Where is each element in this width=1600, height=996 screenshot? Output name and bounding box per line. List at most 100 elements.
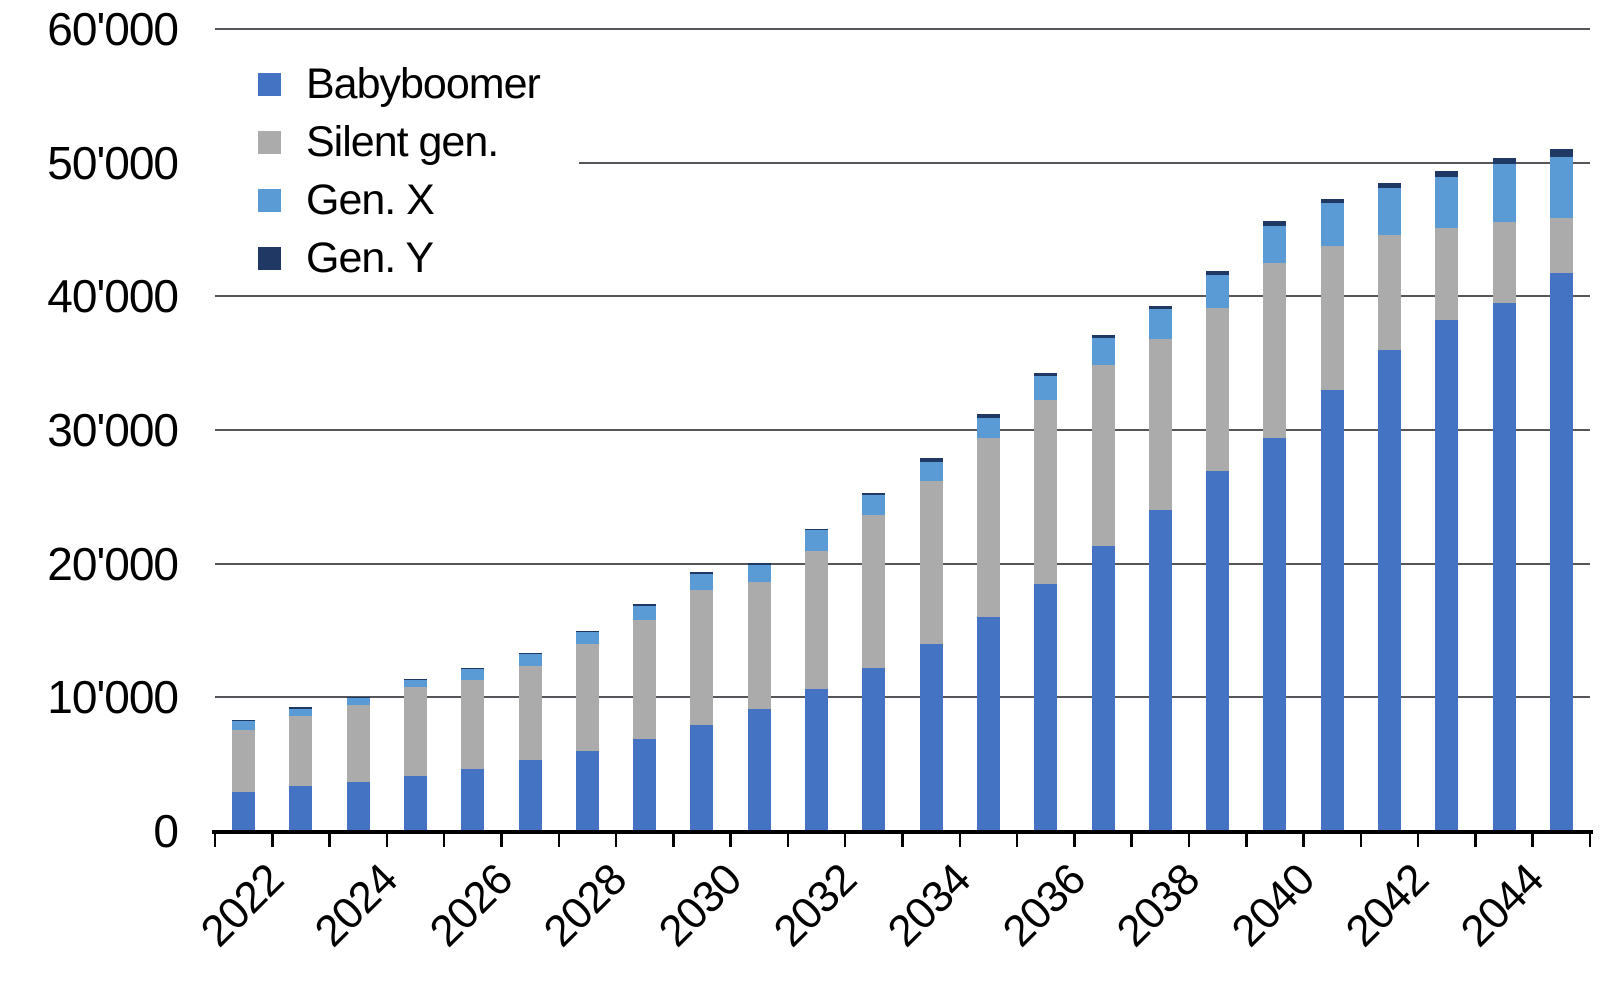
bar-segment-silent-gen bbox=[919, 480, 943, 644]
x-axis-label: 2024 bbox=[305, 855, 407, 957]
x-axis-tick bbox=[958, 833, 962, 847]
x-axis-label: 2032 bbox=[764, 855, 866, 957]
bar-segment-gen-x bbox=[919, 461, 943, 481]
x-axis-tick bbox=[1416, 833, 1420, 847]
bar-segment-babyboomer bbox=[976, 617, 1000, 831]
bar-segment-gen-x bbox=[1320, 203, 1344, 246]
y-axis-label: 30'000 bbox=[47, 404, 179, 456]
legend-item: Silent gen. bbox=[205, 113, 579, 171]
bar-segment-silent-gen bbox=[289, 715, 313, 787]
bar-segment-gen-x bbox=[1435, 177, 1459, 228]
bar-segment-babyboomer bbox=[289, 786, 313, 831]
y-axis-label: 0 bbox=[153, 805, 179, 857]
x-axis-label: 2028 bbox=[534, 855, 637, 957]
bar-segment-silent-gen bbox=[976, 438, 1000, 618]
bar-segment-gen-y bbox=[633, 604, 657, 606]
bar-segment-silent-gen bbox=[404, 687, 428, 776]
bar-segment-babyboomer bbox=[461, 768, 485, 831]
legend-label: Gen. X bbox=[306, 175, 435, 224]
bar-segment-gen-x bbox=[461, 668, 485, 680]
x-axis-label: 2038 bbox=[1107, 855, 1209, 957]
x-axis-tick bbox=[271, 833, 274, 847]
bar-segment-gen-x bbox=[1377, 188, 1401, 235]
gridline-60000 bbox=[215, 28, 1590, 30]
bar-segment-gen-y bbox=[919, 458, 943, 462]
bar-segment-babyboomer bbox=[862, 667, 886, 831]
bar-segment-silent-gen bbox=[862, 515, 886, 668]
x-axis-label: 2034 bbox=[878, 855, 980, 957]
bar-segment-gen-y bbox=[1206, 271, 1230, 275]
bar-segment-silent-gen bbox=[346, 704, 370, 782]
bar-segment-gen-x bbox=[1492, 164, 1516, 222]
x-axis-tick bbox=[1015, 833, 1019, 847]
bar-segment-silent-gen bbox=[690, 589, 714, 726]
bar-segment-gen-y bbox=[1492, 157, 1516, 164]
legend-label: Silent gen. bbox=[306, 117, 499, 166]
x-axis-tick bbox=[786, 833, 790, 847]
bar-segment-gen-y bbox=[976, 414, 1000, 419]
bar-segment-babyboomer bbox=[1435, 320, 1459, 831]
stacked-bar-chart: 60'000 50'000 40'000 30'000 20'000 10'000 0 202… bbox=[47, 3, 1593, 957]
bar-segment-gen-y bbox=[1377, 183, 1401, 189]
bar-segment-babyboomer bbox=[232, 791, 256, 831]
bar-segment-gen-y bbox=[289, 707, 313, 709]
bar-segment-babyboomer bbox=[1320, 389, 1344, 831]
bar-segment-babyboomer bbox=[1492, 303, 1516, 831]
x-axis-tick bbox=[1531, 833, 1534, 847]
x-axis-tick bbox=[500, 833, 503, 847]
bar-segment-gen-y bbox=[1320, 199, 1344, 204]
bar-segment-babyboomer bbox=[633, 738, 657, 831]
bar-segment-babyboomer bbox=[518, 760, 542, 831]
bar-segment-silent-gen bbox=[1034, 399, 1058, 584]
bar-segment-babyboomer bbox=[346, 781, 370, 831]
x-axis-tick bbox=[1588, 833, 1592, 847]
gridline-10000 bbox=[215, 696, 1590, 699]
x-axis-tick bbox=[1130, 833, 1133, 847]
bar-segment-babyboomer bbox=[1091, 546, 1115, 831]
bar-segment-gen-y bbox=[1148, 305, 1172, 310]
bar-segment-babyboomer bbox=[690, 725, 714, 831]
bar-segment-babyboomer bbox=[919, 643, 943, 831]
x-axis-tick bbox=[843, 833, 847, 847]
gridline-30000 bbox=[215, 429, 1590, 431]
bar-segment-gen-y bbox=[518, 653, 542, 655]
bar-segment-silent-gen bbox=[1549, 218, 1573, 273]
x-axis-tick bbox=[328, 833, 331, 847]
y-axis-label: 40'000 bbox=[47, 270, 179, 323]
bar-segment-silent-gen bbox=[1206, 308, 1230, 472]
bar-segment-babyboomer bbox=[404, 775, 428, 831]
gridline-40000 bbox=[215, 295, 1590, 298]
bar-segment-silent-gen bbox=[1091, 364, 1115, 547]
bar-segment-gen-x bbox=[862, 495, 886, 516]
bar-segment-gen-y bbox=[404, 679, 428, 681]
x-axis-tick bbox=[557, 833, 560, 847]
x-axis-tick bbox=[1187, 833, 1191, 847]
bar-segment-silent-gen bbox=[518, 665, 542, 761]
bar-segment-babyboomer bbox=[1206, 471, 1230, 831]
x-axis-label: 2036 bbox=[993, 855, 1095, 957]
bar-segment-babyboomer bbox=[1549, 272, 1573, 831]
bar-segment-gen-x bbox=[404, 679, 428, 688]
legend-swatch-gen-x bbox=[258, 188, 281, 212]
bar-segment-silent-gen bbox=[1148, 339, 1172, 510]
x-axis-label: 2044 bbox=[1451, 855, 1553, 957]
bar-segment-babyboomer bbox=[1263, 438, 1287, 831]
bar-segment-gen-x bbox=[1549, 156, 1573, 219]
bar-segment-gen-y bbox=[747, 563, 771, 566]
x-axis-tick bbox=[1073, 833, 1076, 847]
legend-item: Gen. Y bbox=[205, 229, 579, 287]
bar-segment-silent-gen bbox=[1492, 221, 1516, 303]
x-axis-label: 2042 bbox=[1337, 855, 1439, 957]
bar-segment-silent-gen bbox=[747, 582, 771, 710]
bar-segment-gen-x bbox=[1091, 338, 1115, 365]
legend-swatch-babyboomer bbox=[258, 72, 281, 96]
bar-segment-gen-y bbox=[232, 720, 256, 722]
bar-segment-gen-x bbox=[690, 573, 714, 590]
bar-segment-gen-x bbox=[289, 708, 313, 716]
bar-segment-silent-gen bbox=[232, 730, 256, 792]
bar-segment-silent-gen bbox=[1377, 234, 1401, 350]
gridline-50000 bbox=[215, 161, 1590, 164]
y-axis-label: 20'000 bbox=[47, 537, 179, 590]
bar-segment-silent-gen bbox=[805, 551, 829, 690]
bar-segment-gen-x bbox=[1034, 375, 1058, 400]
